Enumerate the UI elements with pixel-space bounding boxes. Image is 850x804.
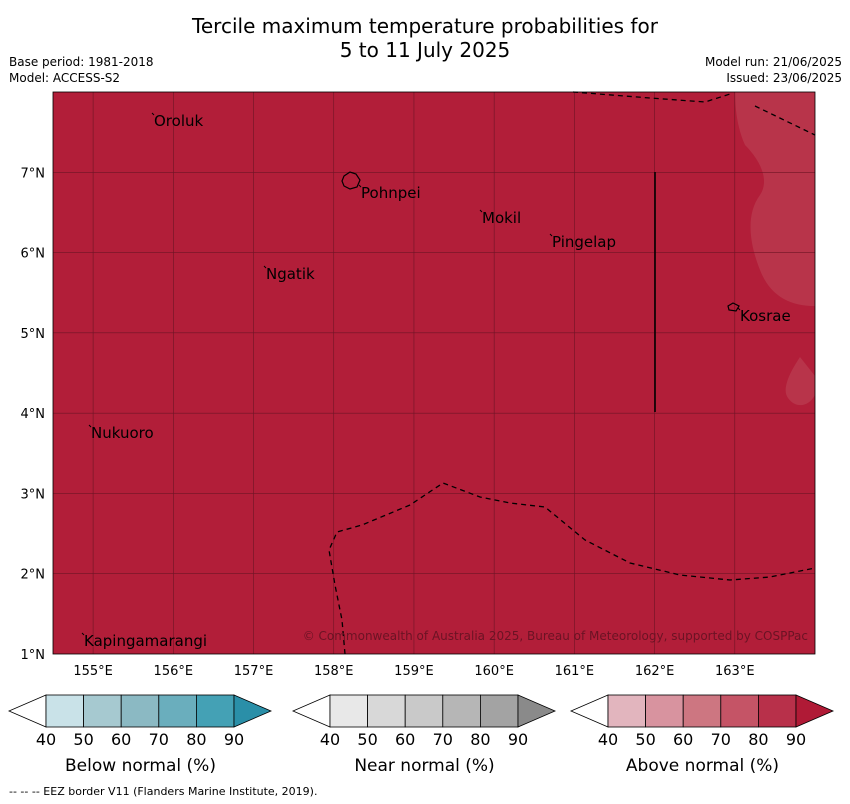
colorbar-tick-label: 60	[111, 730, 132, 749]
place-label-kosrae: Kosrae	[740, 307, 791, 325]
map-frame	[52, 91, 816, 655]
colorbar-segment	[120, 694, 160, 728]
colorbar-tick-label: 50	[73, 730, 94, 749]
lon-tick-label: 155°E	[73, 664, 113, 679]
colorbar-segment	[442, 694, 481, 728]
place-marker	[88, 424, 92, 428]
colorbar-segment	[682, 694, 722, 728]
colorbar-segment	[479, 694, 519, 728]
place-marker	[737, 307, 741, 311]
colorbar-tick-label: 40	[319, 730, 341, 749]
colorbar-segment	[329, 694, 368, 728]
lat-tick-label: 7°N	[21, 166, 46, 181]
axis-labels: 155°E 156°E 157°E 158°E 159°E 160°E 161°E 162°E…	[21, 166, 755, 679]
colorbar-segment	[607, 694, 646, 728]
lat-tick-label: 5°N	[21, 327, 46, 342]
colorbar-arrow-right	[233, 694, 273, 728]
place-marker	[151, 112, 155, 116]
lon-tick-label: 158°E	[314, 664, 354, 679]
colorbar-tick-label: 70	[710, 730, 731, 749]
place-marker	[81, 632, 85, 636]
colorbar-title: Near normal (%)	[354, 756, 495, 776]
kosrae-island-icon	[727, 302, 740, 312]
colorbar-title: Above normal (%)	[625, 756, 780, 776]
lon-tick-label: 160°E	[474, 664, 514, 679]
colorbar-arrow-right	[517, 694, 557, 728]
model-name: Model: ACCESS-S2	[9, 71, 121, 85]
colorbar-tick-label: 60	[673, 730, 694, 749]
place-label-pingelap: Pingelap	[552, 233, 616, 251]
pohnpei-island-icon	[341, 171, 361, 190]
place-label-oroluk: Oroluk	[154, 112, 203, 130]
eez-border-south	[328, 482, 816, 655]
colorbar-tick-label: 90	[223, 730, 245, 749]
place-label-nukuoro: Nukuoro	[91, 424, 154, 442]
lon-tick-label: 159°E	[394, 664, 434, 679]
lat-tick-label: 2°N	[21, 568, 46, 583]
colorbar-tick-label: 40	[597, 730, 619, 749]
colorbar-title: Below normal (%)	[65, 756, 216, 776]
colorbar-tick-label: 70	[432, 730, 453, 749]
colorbar-segment	[45, 694, 84, 728]
issued-date: Issued: 23/06/2025	[726, 71, 842, 85]
map-background	[53, 92, 815, 654]
place-marker	[549, 233, 553, 237]
colorbar-arrow-left	[569, 694, 609, 728]
colorbar-segment	[645, 694, 684, 728]
title-line1: Tercile maximum temperature probabilitie…	[192, 14, 658, 38]
colorbar-arrow-right	[795, 694, 835, 728]
colorbar-arrow-left	[7, 694, 47, 728]
colorbar-tick-label: 40	[35, 730, 57, 749]
lat-tick-label: 4°N	[21, 407, 46, 422]
eez-border-north	[572, 91, 816, 136]
colorbar-tick-label: 80	[186, 730, 207, 749]
colorbar-tick-label: 50	[635, 730, 656, 749]
colorbar-segment	[758, 694, 797, 728]
lon-tick-label: 156°E	[154, 664, 194, 679]
lat-tick-label: 6°N	[21, 247, 46, 262]
colorbars	[7, 694, 835, 728]
colorbar-segment	[404, 694, 444, 728]
map-gridlines	[53, 92, 815, 654]
colorbar-tick-label: 80	[470, 730, 491, 749]
colorbar-segment	[367, 694, 406, 728]
colorbar-tick-label: 80	[748, 730, 769, 749]
colorbar-tick-label: 70	[148, 730, 169, 749]
lon-tick-label: 163°E	[715, 664, 755, 679]
place-label-ngatik: Ngatik	[266, 265, 315, 283]
place-label-mokil: Mokil	[482, 209, 521, 227]
place-labels: Oroluk Pohnpei Mokil Pingelap Ngatik Kosrae Nu…	[81, 112, 791, 650]
colorbar-segment	[720, 694, 759, 728]
lat-tick-label: 1°N	[21, 648, 46, 663]
lighter-probability-region-small	[785, 357, 815, 406]
lon-tick-label: 157°E	[234, 664, 274, 679]
lon-tick-label: 161°E	[555, 664, 595, 679]
lat-tick-label: 3°N	[21, 487, 46, 502]
colorbar-segment	[158, 694, 197, 728]
place-label-pohnpei: Pohnpei	[361, 184, 421, 202]
colorbar-segment	[195, 694, 235, 728]
footer-note: -- -- -- EEZ border V11 (Flanders Marine…	[9, 785, 318, 798]
colorbar-tick-label: 50	[357, 730, 378, 749]
colorbar-arrow-left	[291, 694, 331, 728]
colorbar-tick-label: 60	[395, 730, 416, 749]
place-marker	[479, 209, 483, 213]
copyright-notice: © Commonwealth of Australia 2025, Bureau…	[303, 629, 808, 643]
place-label-kapingamarangi: Kapingamarangi	[84, 632, 207, 650]
colorbar-segment	[83, 694, 122, 728]
title-line2: 5 to 11 July 2025	[339, 38, 511, 62]
model-run: Model run: 21/06/2025	[704, 55, 842, 69]
place-marker	[263, 265, 267, 269]
place-marker	[358, 184, 362, 188]
colorbar-tick-label: 90	[785, 730, 807, 749]
lon-tick-label: 162°E	[635, 664, 675, 679]
base-period: Base period: 1981-2018	[9, 55, 154, 69]
colorbar-tick-label: 90	[507, 730, 529, 749]
